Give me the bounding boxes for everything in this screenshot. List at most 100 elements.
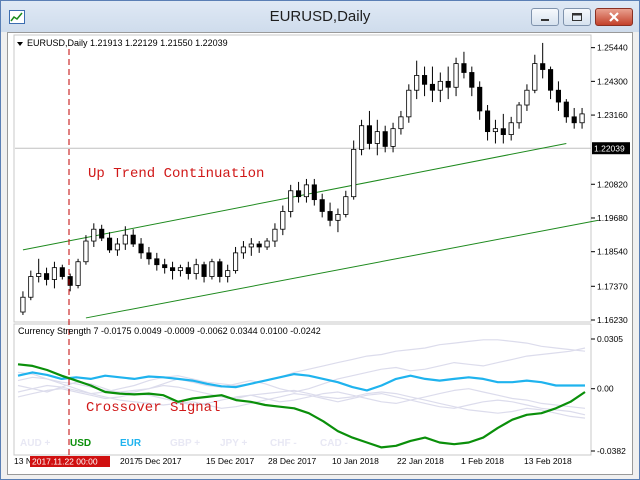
- legend-item-gbp[interactable]: GBP +: [170, 438, 200, 449]
- candle-body[interactable]: [264, 240, 270, 248]
- candle-body[interactable]: [477, 86, 483, 112]
- window-title: EURUSD,Daily: [269, 8, 371, 25]
- candle-body[interactable]: [280, 211, 286, 230]
- candle-body[interactable]: [484, 110, 491, 133]
- candle-body[interactable]: [28, 276, 34, 298]
- candle-body[interactable]: [114, 243, 121, 251]
- chart-canvas[interactable]: 1.22039 1.25440 1.24300 1.23160 1.20820 1.19…: [8, 33, 632, 474]
- candle-body[interactable]: [240, 246, 247, 254]
- candle-body[interactable]: [288, 190, 294, 212]
- candle-body[interactable]: [185, 267, 191, 274]
- candle-body[interactable]: [429, 83, 436, 91]
- candle-body[interactable]: [492, 128, 499, 133]
- crossover-annotation: Crossover Signal: [86, 400, 220, 416]
- candle-body[interactable]: [547, 69, 554, 91]
- candle-body[interactable]: [532, 63, 538, 91]
- candle-body[interactable]: [390, 128, 396, 147]
- candle-body[interactable]: [67, 276, 73, 286]
- legend-item-chf[interactable]: CHF -: [270, 438, 297, 449]
- candle-body[interactable]: [217, 261, 223, 277]
- candle-body[interactable]: [579, 113, 585, 124]
- minimize-button[interactable]: [531, 8, 559, 26]
- strength-line-jpy[interactable]: [17, 376, 586, 416]
- candle-body[interactable]: [453, 63, 459, 88]
- candle-body[interactable]: [20, 296, 26, 313]
- candle-body[interactable]: [406, 89, 412, 118]
- candle-body[interactable]: [146, 252, 152, 260]
- chart-client-area[interactable]: 1.22039 1.25440 1.24300 1.23160 1.20820 1.19…: [7, 32, 633, 475]
- candle-body[interactable]: [421, 75, 428, 85]
- indicator-pane[interactable]: [13, 323, 592, 456]
- candle-body[interactable]: [524, 89, 530, 106]
- candle-body[interactable]: [232, 252, 239, 272]
- candle-body[interactable]: [571, 116, 577, 124]
- candle-body[interactable]: [508, 122, 514, 135]
- candle-body[interactable]: [563, 101, 569, 118]
- candle-body[interactable]: [248, 243, 254, 248]
- strength-line-cad[interactable]: [17, 388, 586, 409]
- legend-item-aud[interactable]: AUD +: [20, 438, 50, 449]
- strength-line-gbp[interactable]: [17, 339, 586, 395]
- candle-body[interactable]: [59, 267, 65, 277]
- candle-body[interactable]: [414, 75, 420, 91]
- title-bar[interactable]: EURUSD,Daily: [1, 1, 639, 32]
- candle-body[interactable]: [154, 258, 160, 266]
- candle-body[interactable]: [99, 228, 105, 239]
- candle-body[interactable]: [169, 267, 176, 272]
- candle-body[interactable]: [303, 184, 310, 198]
- candle-body[interactable]: [36, 273, 42, 277]
- candle-body[interactable]: [382, 131, 388, 147]
- candle-body[interactable]: [209, 261, 215, 277]
- legend-item-cad[interactable]: CAD -: [320, 438, 348, 449]
- close-button[interactable]: [595, 8, 633, 26]
- candle-body[interactable]: [335, 214, 341, 221]
- candle-body[interactable]: [201, 264, 207, 277]
- candle-body[interactable]: [43, 273, 50, 280]
- candle-body[interactable]: [555, 89, 562, 103]
- candle-body[interactable]: [311, 184, 317, 201]
- candle-body[interactable]: [327, 211, 333, 221]
- candle-body[interactable]: [91, 228, 97, 242]
- candle-body[interactable]: [374, 131, 380, 144]
- candle-body[interactable]: [75, 261, 81, 286]
- legend-item-jpy[interactable]: JPY +: [220, 438, 247, 449]
- strength-line-chf[interactable]: [17, 371, 586, 419]
- symbol-dropdown-icon[interactable]: [17, 42, 23, 46]
- candle-body[interactable]: [193, 264, 199, 274]
- strength-line-usd[interactable]: [17, 363, 586, 449]
- price-pane[interactable]: [13, 34, 592, 323]
- maximize-button[interactable]: [563, 8, 591, 26]
- candle-body[interactable]: [461, 63, 467, 73]
- candle-body[interactable]: [272, 228, 278, 242]
- candle-body[interactable]: [358, 125, 365, 150]
- candle-body[interactable]: [295, 190, 302, 198]
- candle-body[interactable]: [351, 148, 357, 198]
- candle-body[interactable]: [106, 237, 113, 251]
- candle-body[interactable]: [437, 80, 443, 91]
- candle-body[interactable]: [51, 267, 58, 280]
- candle-body[interactable]: [398, 116, 404, 130]
- candle-body[interactable]: [343, 196, 349, 215]
- candle-body[interactable]: [366, 125, 373, 144]
- date-axis-label: 10 Jan 2018: [332, 456, 379, 466]
- candle-body[interactable]: [256, 243, 262, 248]
- candle-body[interactable]: [130, 234, 136, 245]
- candle-body[interactable]: [319, 199, 325, 212]
- legend-item-usd[interactable]: USD: [70, 438, 91, 449]
- candle-body[interactable]: [177, 267, 184, 272]
- candle-body[interactable]: [540, 63, 546, 70]
- candle-body[interactable]: [162, 264, 168, 269]
- candle-body[interactable]: [445, 80, 451, 88]
- candle-body[interactable]: [225, 270, 231, 277]
- upper-channel-line[interactable]: [22, 142, 567, 251]
- candle-body[interactable]: [500, 128, 506, 135]
- candle-body[interactable]: [469, 72, 475, 88]
- candle-body[interactable]: [122, 234, 128, 245]
- lower-channel-line[interactable]: [85, 219, 598, 319]
- candle-body[interactable]: [516, 104, 522, 124]
- candle-body[interactable]: [138, 243, 144, 254]
- strength-line-eur[interactable]: [17, 371, 585, 392]
- legend-item-eur[interactable]: EUR: [120, 438, 142, 449]
- date-axis-label: 13 N: [14, 456, 32, 466]
- candle-body[interactable]: [83, 240, 89, 263]
